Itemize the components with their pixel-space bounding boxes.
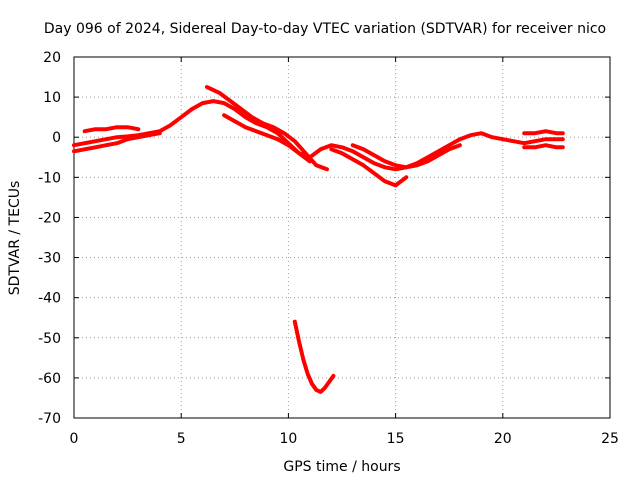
- y-tick-label: -60: [38, 371, 61, 387]
- data-series: [72, 85, 565, 394]
- y-tick-label: 0: [52, 130, 61, 146]
- y-tick-label: -70: [38, 411, 61, 427]
- y-tick-label: -40: [38, 291, 61, 307]
- grid-lines: [74, 57, 610, 418]
- y-axis-label: SDTVAR / TECUs: [7, 181, 23, 296]
- x-axis-label: GPS time / hours: [283, 459, 400, 475]
- x-tick-label: 0: [70, 431, 79, 447]
- x-tick-label: 10: [279, 431, 297, 447]
- x-ticks: 0 5 10 15 20 25: [70, 57, 619, 447]
- series-spike: [292, 319, 336, 394]
- y-tick-label: -10: [38, 170, 61, 186]
- x-tick-label: 25: [601, 431, 619, 447]
- y-tick-label: -30: [38, 251, 61, 267]
- y-tick-label: -20: [38, 210, 61, 226]
- series-track-h: [522, 129, 565, 136]
- plot-frame: [73, 56, 611, 419]
- x-tick-label: 15: [387, 431, 405, 447]
- y-ticks: 20 10 0 -10 -20 -30 -40 -50 -60 -70: [38, 50, 610, 427]
- y-tick-label: 20: [43, 50, 61, 66]
- x-tick-label: 20: [494, 431, 512, 447]
- series-track-f: [329, 147, 409, 188]
- series-track-c: [82, 125, 141, 134]
- series-track-e: [222, 113, 312, 164]
- series-track-i: [522, 143, 565, 150]
- series-track-g: [350, 143, 462, 170]
- y-tick-label: 10: [43, 90, 61, 106]
- y-tick-label: -50: [38, 331, 61, 347]
- x-tick-label: 5: [177, 431, 186, 447]
- chart-title: Day 096 of 2024, Sidereal Day-to-day VTE…: [44, 21, 606, 37]
- series-track-d: [204, 85, 329, 172]
- series-track-b: [72, 131, 162, 154]
